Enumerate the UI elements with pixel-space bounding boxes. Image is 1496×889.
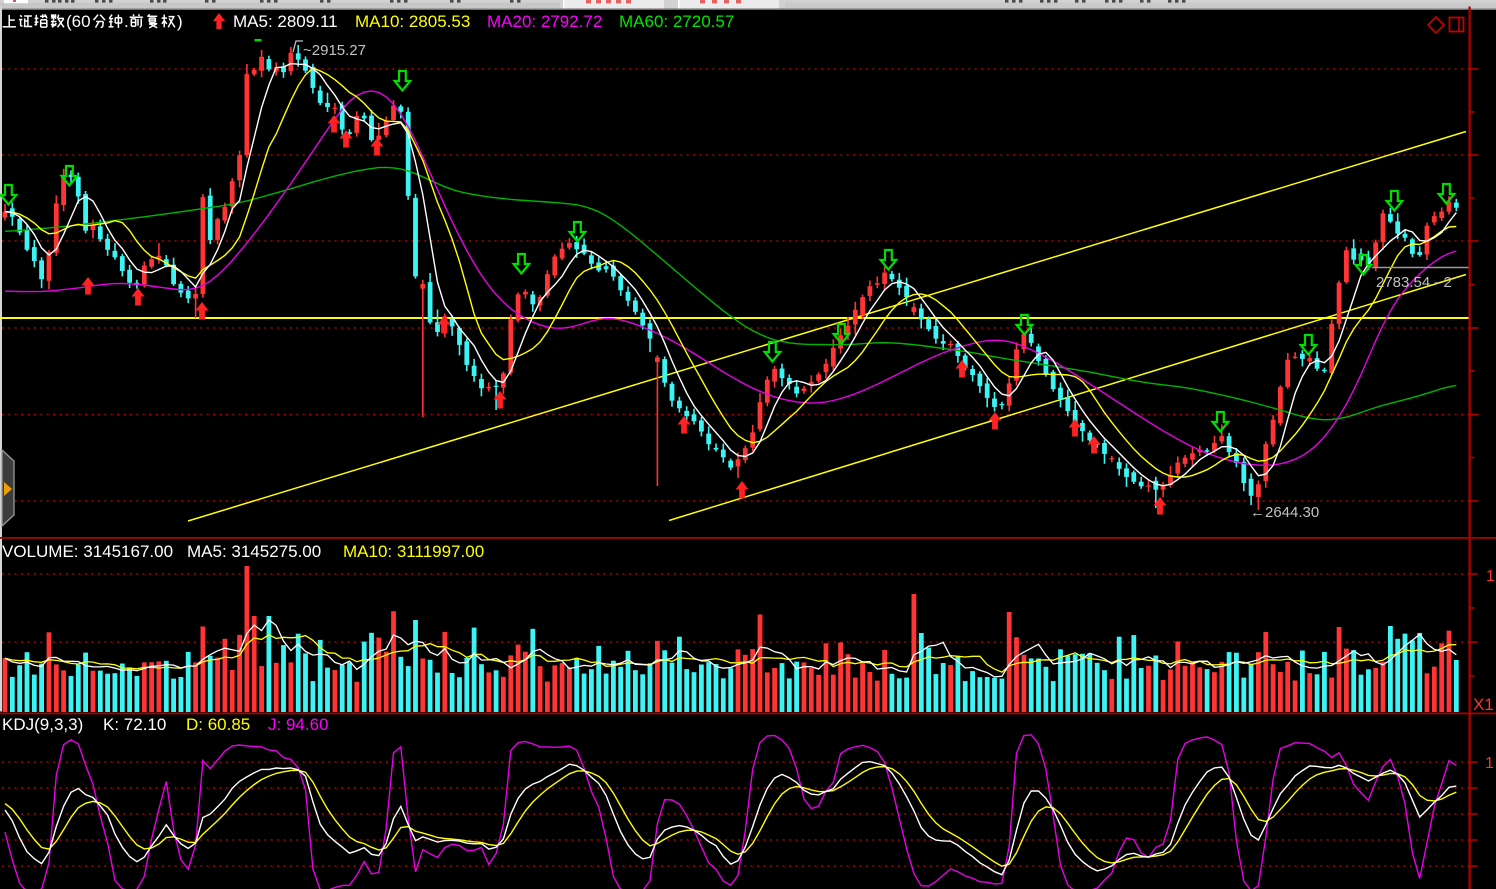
svg-text:MA10: 3111997.00: MA10: 3111997.00 — [343, 542, 484, 561]
svg-text:MA5: 3145275.00: MA5: 3145275.00 — [187, 542, 321, 561]
svg-text:): ) — [177, 12, 183, 31]
svg-text:X1: X1 — [1473, 695, 1494, 714]
svg-text:MA10: 2805.53: MA10: 2805.53 — [355, 12, 470, 31]
svg-text:MA20: 2792.72: MA20: 2792.72 — [487, 12, 602, 31]
svg-text:~2915.27: ~2915.27 — [303, 42, 366, 59]
svg-text:K: 72.10: K: 72.10 — [103, 715, 166, 734]
svg-text:MA60: 2720.57: MA60: 2720.57 — [619, 12, 734, 31]
svg-text:←2644.30: ←2644.30 — [1250, 504, 1319, 521]
svg-text:1: 1 — [1486, 568, 1495, 585]
svg-text:.: . — [124, 12, 129, 31]
svg-text:2783.54 - 2: 2783.54 - 2 — [1376, 274, 1452, 291]
svg-text:VOLUME: 3145167.00: VOLUME: 3145167.00 — [2, 542, 173, 561]
svg-text:KDJ(9,3,3): KDJ(9,3,3) — [2, 715, 83, 734]
svg-text:J: 94.60: J: 94.60 — [268, 715, 329, 734]
svg-text:D: 60.85: D: 60.85 — [186, 715, 250, 734]
svg-text:(60: (60 — [66, 12, 91, 31]
svg-text:MA5: 2809.11: MA5: 2809.11 — [233, 12, 338, 31]
svg-text:1: 1 — [1485, 755, 1494, 772]
